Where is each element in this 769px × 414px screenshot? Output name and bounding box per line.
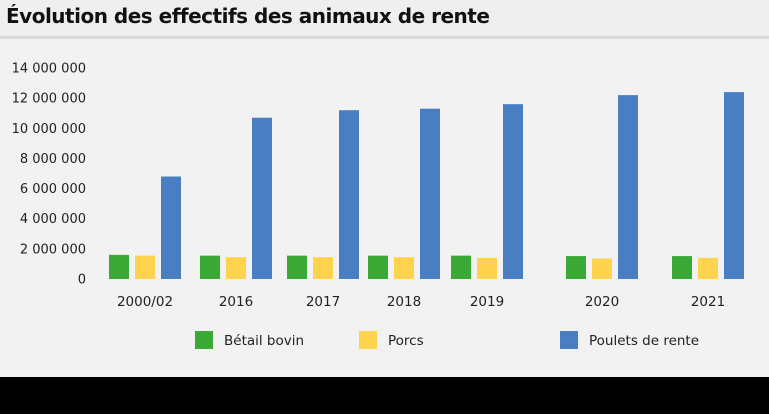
x-tick-label: 2020 <box>585 294 619 310</box>
legend-label-b-tail-bovin: Bétail bovin <box>224 333 304 349</box>
legend-label-poulets-de-rente: Poulets de rente <box>589 333 699 349</box>
y-tick-label: 12 000 000 <box>12 92 86 107</box>
y-tick-label: 0 <box>78 273 86 288</box>
bar-poulets-de-rente-2016 <box>252 117 272 279</box>
bar-b-tail-bovin-2016 <box>200 255 220 279</box>
y-tick-label: 6 000 000 <box>20 182 86 197</box>
bar-porcs-2000-02 <box>135 255 155 279</box>
legend-swatch-poulets-de-rente <box>560 331 578 349</box>
bar-poulets-de-rente-2020 <box>618 95 638 279</box>
bar-b-tail-bovin-2018 <box>368 255 388 279</box>
chart-title: Évolution des effectifs des animaux de r… <box>6 4 490 28</box>
bar-b-tail-bovin-2020 <box>566 256 586 279</box>
x-tick-label: 2000/02 <box>117 294 173 310</box>
header-bar: Évolution des effectifs des animaux de r… <box>0 0 769 36</box>
y-tick-label: 14 000 000 <box>12 62 86 77</box>
y-tick-label: 2 000 000 <box>20 242 86 257</box>
legend-swatch-b-tail-bovin <box>195 331 213 349</box>
bar-poulets-de-rente-2021 <box>724 92 744 279</box>
bar-porcs-2016 <box>226 257 246 279</box>
y-tick-label: 10 000 000 <box>12 122 86 137</box>
x-tick-label: 2019 <box>470 294 504 310</box>
x-tick-label: 2018 <box>387 294 421 310</box>
legend-label-porcs: Porcs <box>388 333 424 349</box>
header-separator <box>0 36 769 39</box>
bar-porcs-2017 <box>313 257 333 279</box>
bar-porcs-2020 <box>592 258 612 279</box>
legend-swatch-porcs <box>359 331 377 349</box>
bar-b-tail-bovin-2019 <box>451 255 471 279</box>
bar-poulets-de-rente-2018 <box>420 108 440 279</box>
plot-panel <box>0 39 769 377</box>
bar-b-tail-bovin-2021 <box>672 256 692 279</box>
bar-poulets-de-rente-2019 <box>503 104 523 280</box>
bar-porcs-2018 <box>394 257 414 279</box>
bar-poulets-de-rente-2017 <box>339 110 359 279</box>
x-tick-label: 2021 <box>691 294 725 310</box>
bar-b-tail-bovin-2000-02 <box>109 254 129 279</box>
bar-porcs-2019 <box>477 257 497 279</box>
y-tick-label: 8 000 000 <box>20 152 86 167</box>
y-tick-label: 4 000 000 <box>20 212 86 227</box>
bar-porcs-2021 <box>698 257 718 279</box>
bar-poulets-de-rente-2000-02 <box>161 176 181 279</box>
bar-b-tail-bovin-2017 <box>287 255 307 279</box>
footer-bar <box>0 377 769 414</box>
x-tick-label: 2016 <box>219 294 253 310</box>
x-tick-label: 2017 <box>306 294 340 310</box>
